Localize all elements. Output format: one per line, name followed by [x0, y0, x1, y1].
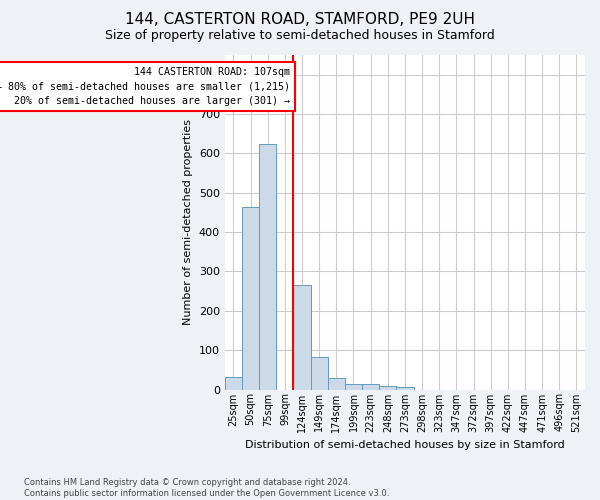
Bar [293, 285, 311, 390]
Text: Contains HM Land Registry data © Crown copyright and database right 2024.
Contai: Contains HM Land Registry data © Crown c… [24, 478, 389, 498]
X-axis label: Distribution of semi-detached houses by size in Stamford: Distribution of semi-detached houses by … [245, 440, 565, 450]
Bar [311, 357, 328, 390]
Bar [397, 387, 413, 390]
Y-axis label: Number of semi-detached properties: Number of semi-detached properties [184, 120, 193, 326]
Bar [379, 386, 397, 390]
Text: 144, CASTERTON ROAD, STAMFORD, PE9 2UH: 144, CASTERTON ROAD, STAMFORD, PE9 2UH [125, 12, 475, 28]
Bar [362, 384, 379, 390]
Text: 144 CASTERTON ROAD: 107sqm
← 80% of semi-detached houses are smaller (1,215)
20%: 144 CASTERTON ROAD: 107sqm ← 80% of semi… [0, 67, 290, 106]
Bar [225, 376, 242, 390]
Text: Size of property relative to semi-detached houses in Stamford: Size of property relative to semi-detach… [105, 29, 495, 42]
Bar [242, 208, 259, 390]
Bar [259, 144, 277, 390]
Bar [345, 384, 362, 390]
Bar [328, 378, 345, 390]
